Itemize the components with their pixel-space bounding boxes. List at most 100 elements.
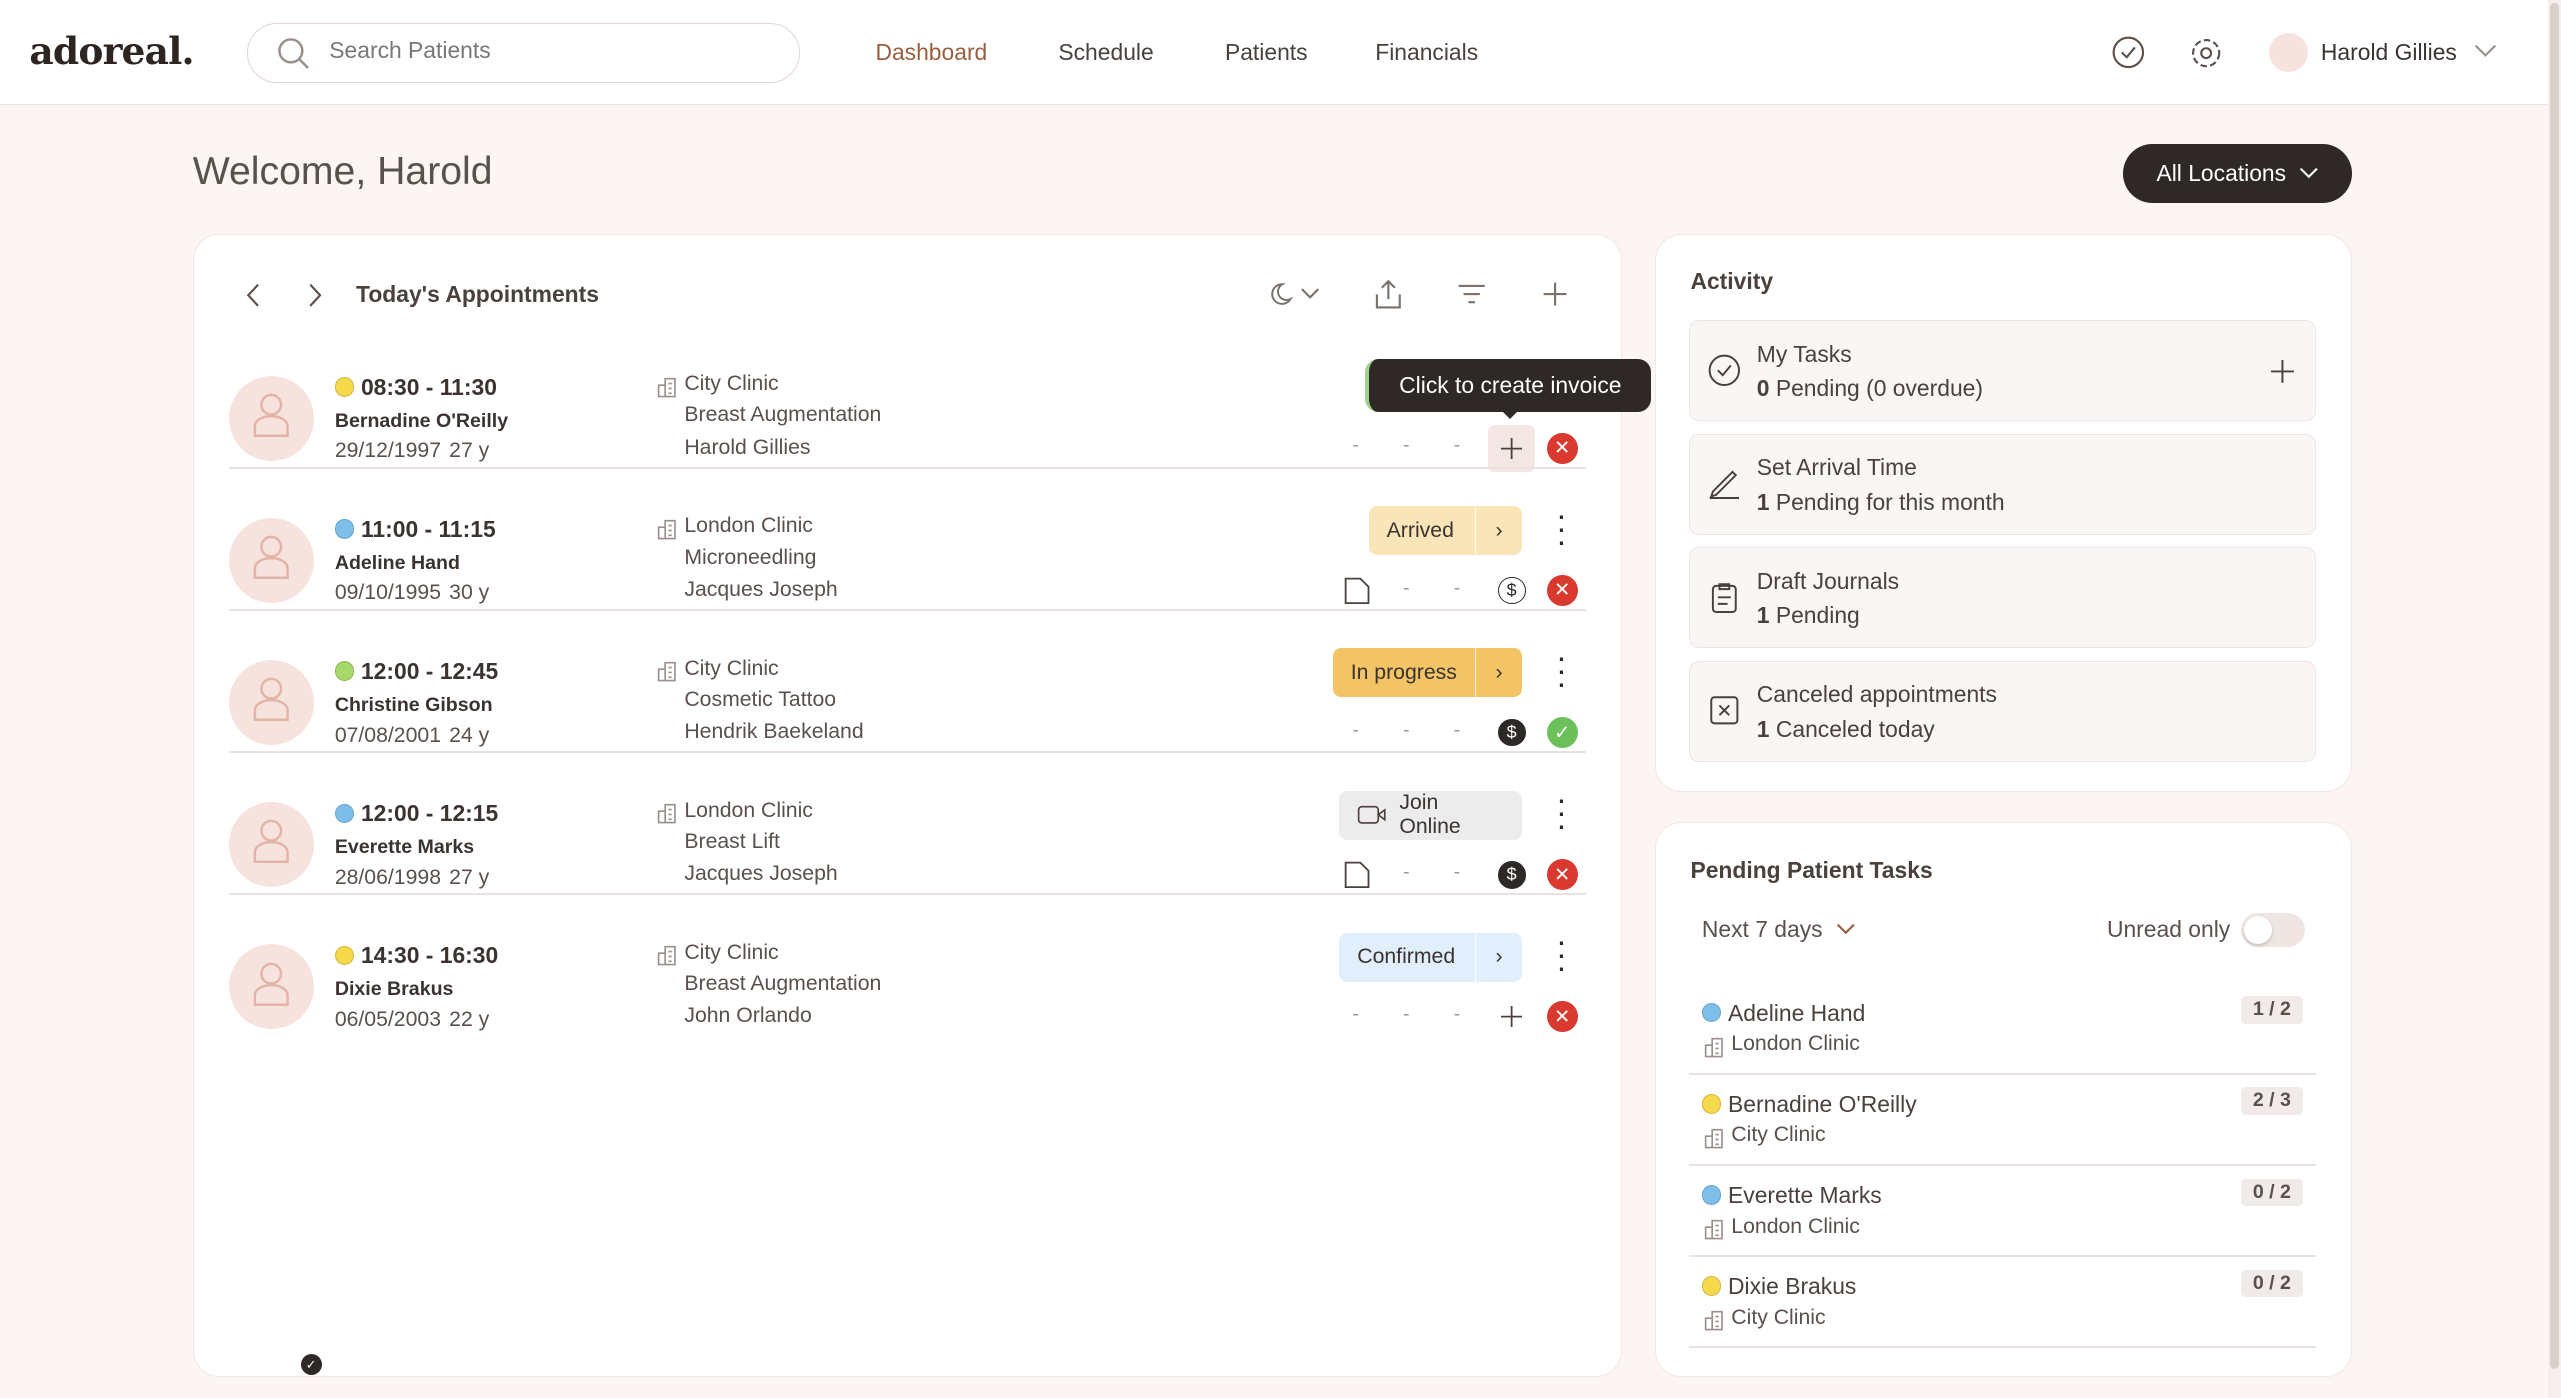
- patient-dob: 09/10/1995: [334, 581, 442, 605]
- empty-cell: -: [1403, 1002, 1410, 1025]
- file-icon[interactable]: [1344, 577, 1370, 605]
- status-button[interactable]: Confirmed ›: [1339, 932, 1523, 982]
- activity-item[interactable]: Canceled appointments 1 Canceled today: [1688, 660, 2316, 762]
- activity-item[interactable]: Draft Journals 1 Pending: [1688, 547, 2316, 649]
- patient-name[interactable]: Adeline Hand: [334, 552, 460, 575]
- patient-age: 22 y: [449, 1007, 490, 1031]
- user-avatar[interactable]: [2268, 32, 2308, 72]
- building-icon: [657, 661, 676, 682]
- patient-name[interactable]: Bernadine O'Reilly: [334, 409, 509, 432]
- status-dot: [1701, 1185, 1722, 1205]
- patient-name: Dixie Brakus: [1728, 1272, 1857, 1299]
- nav-schedule[interactable]: Schedule: [1058, 39, 1154, 66]
- empty-cell: -: [1453, 1002, 1461, 1025]
- activity-count: 1: [1756, 715, 1770, 742]
- cancel-appointment-icon[interactable]: ✕: [1546, 859, 1578, 891]
- kebab-menu-icon[interactable]: · · ·: [1555, 495, 1567, 560]
- advance-status-icon[interactable]: ›: [1474, 506, 1522, 556]
- search-box[interactable]: [246, 22, 801, 84]
- status-button[interactable]: In progress ›: [1332, 648, 1523, 698]
- unread-only-toggle[interactable]: [2240, 913, 2305, 948]
- patient-age: 24 y: [449, 723, 490, 747]
- building-icon: [1704, 1128, 1723, 1149]
- range-dropdown[interactable]: Next 7 days: [1702, 916, 1855, 943]
- check-circle-icon[interactable]: [2112, 36, 2145, 69]
- invoice-tooltip: Click to create invoice: [1365, 359, 1652, 412]
- patient-avatar[interactable]: [228, 375, 314, 461]
- patient-name[interactable]: Christine Gibson: [334, 694, 493, 717]
- advance-status-icon[interactable]: ›: [1474, 932, 1522, 982]
- invoice-dollar-icon[interactable]: $: [1497, 860, 1526, 889]
- patient-avatar[interactable]: [228, 517, 314, 603]
- create-invoice-button[interactable]: [1488, 993, 1535, 1040]
- logo[interactable]: adoreal.: [29, 29, 194, 74]
- activity-summary: 0 Pending (0 overdue): [1757, 375, 1983, 402]
- row-divider: [228, 609, 1586, 611]
- status-button[interactable]: Arrived ›: [1368, 506, 1523, 556]
- nav-patients[interactable]: Patients: [1224, 39, 1308, 66]
- page-title: Welcome, Harold: [192, 150, 493, 194]
- row-divider: [228, 751, 1586, 753]
- kebab-menu-icon[interactable]: · · ·: [1555, 922, 1567, 986]
- building-icon: [657, 377, 676, 398]
- kebab-menu-icon[interactable]: · · ·: [1555, 780, 1567, 844]
- filter-icon[interactable]: [1457, 281, 1486, 307]
- activity-summary: 1 Pending: [1757, 602, 1860, 629]
- invoice-dollar-icon[interactable]: $: [1497, 718, 1526, 747]
- building-icon: [657, 942, 677, 973]
- all-locations-button[interactable]: All Locations: [2123, 143, 2352, 203]
- building-icon: [1704, 1216, 1724, 1247]
- patient-avatar[interactable]: [228, 801, 314, 887]
- cancel-appointment-icon[interactable]: ✕: [1546, 574, 1578, 606]
- activity-item[interactable]: My Tasks 0 Pending (0 overdue): [1688, 320, 2316, 422]
- patient-name[interactable]: Everette Marks: [334, 836, 475, 859]
- status-button[interactable]: Join Online: [1339, 790, 1523, 840]
- building-icon: [1704, 1034, 1724, 1065]
- gear-icon[interactable]: [2189, 36, 2223, 70]
- clinic-name: London Clinic: [684, 798, 813, 822]
- clinic-name: London Clinic: [1731, 1214, 1860, 1238]
- patient-avatar[interactable]: [228, 944, 314, 1029]
- clinic-name: City Clinic: [684, 372, 779, 396]
- empty-cell: -: [1403, 434, 1410, 457]
- nav-financials[interactable]: Financials: [1375, 39, 1479, 66]
- appointment-time: 11:00 - 11:15: [360, 516, 496, 543]
- kebab-menu-icon[interactable]: · · ·: [1555, 638, 1567, 702]
- advance-status-icon[interactable]: ›: [1474, 648, 1522, 698]
- completed-icon[interactable]: ✓: [1546, 717, 1578, 749]
- search-input[interactable]: [329, 36, 771, 64]
- appointments-title: Today's Appointments: [356, 280, 599, 307]
- add-appointment-icon[interactable]: [1542, 281, 1568, 307]
- create-invoice-button[interactable]: [1487, 424, 1536, 473]
- chevron-down-icon[interactable]: [2474, 44, 2497, 59]
- plus-icon: [1500, 437, 1523, 459]
- prev-day-icon[interactable]: [245, 283, 261, 307]
- person-icon: [250, 959, 292, 1015]
- pen-icon: [1709, 470, 1739, 500]
- next-day-icon[interactable]: [307, 283, 323, 307]
- user-name[interactable]: Harold Gillies: [2320, 39, 2457, 66]
- invoice-dollar-icon[interactable]: $: [1497, 576, 1526, 605]
- activity-item[interactable]: Set Arrival Time 1 Pending for this month: [1688, 433, 2316, 535]
- patient-avatar[interactable]: [228, 659, 314, 745]
- patient-name[interactable]: Dixie Brakus: [334, 978, 454, 1001]
- cancel-appointment-icon[interactable]: ✕: [1546, 1001, 1578, 1033]
- moon-dropdown-icon[interactable]: [1266, 281, 1325, 307]
- add-task-icon[interactable]: [2270, 360, 2294, 384]
- range-label: Next 7 days: [1701, 916, 1823, 943]
- scrollbar[interactable]: [2547, 0, 2561, 1398]
- person-icon: [250, 816, 292, 872]
- clinic-name: City Clinic: [1731, 1123, 1826, 1147]
- empty-cell: -: [1403, 576, 1410, 599]
- patient-dob: 06/05/2003: [334, 1007, 442, 1031]
- row-divider: [228, 467, 1586, 469]
- practitioner-name: Harold Gillies: [684, 436, 811, 460]
- export-icon[interactable]: [1372, 278, 1405, 311]
- nav-dashboard[interactable]: Dashboard: [875, 39, 988, 66]
- plus-icon: [1500, 1006, 1523, 1028]
- activity-count: 1: [1756, 488, 1770, 515]
- file-icon[interactable]: [1344, 861, 1370, 889]
- row-divider: [228, 893, 1586, 896]
- cancel-appointment-icon[interactable]: ✕: [1546, 432, 1578, 464]
- clipboard-icon: [1711, 583, 1737, 613]
